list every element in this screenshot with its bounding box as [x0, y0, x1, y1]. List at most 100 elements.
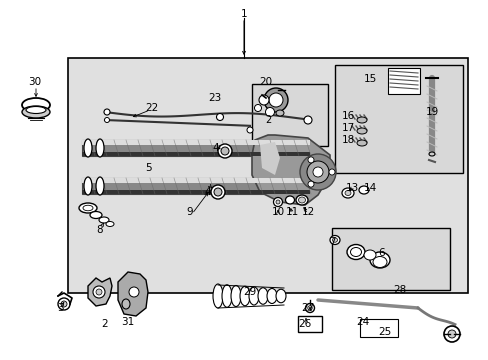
- Text: 26: 26: [298, 319, 311, 329]
- Circle shape: [328, 169, 334, 175]
- Circle shape: [264, 88, 287, 112]
- Ellipse shape: [96, 177, 104, 195]
- Ellipse shape: [99, 217, 109, 223]
- Ellipse shape: [329, 235, 339, 244]
- Ellipse shape: [345, 190, 350, 195]
- Ellipse shape: [372, 256, 386, 267]
- Circle shape: [96, 289, 102, 295]
- Ellipse shape: [230, 285, 241, 306]
- Bar: [82, 152, 309, 156]
- Ellipse shape: [307, 306, 312, 310]
- Text: 30: 30: [28, 77, 41, 87]
- Ellipse shape: [214, 188, 222, 196]
- Ellipse shape: [363, 250, 375, 260]
- Bar: [251, 84, 327, 146]
- Circle shape: [254, 104, 261, 112]
- Ellipse shape: [84, 177, 92, 195]
- Text: 6: 6: [378, 248, 385, 258]
- Ellipse shape: [221, 147, 228, 155]
- Bar: [359, 319, 397, 337]
- Text: 4: 4: [212, 143, 219, 153]
- Text: 15: 15: [363, 74, 376, 84]
- Bar: [331, 228, 449, 290]
- Bar: [82, 178, 309, 183]
- Ellipse shape: [346, 244, 364, 260]
- Ellipse shape: [369, 252, 389, 268]
- Ellipse shape: [222, 285, 231, 307]
- Circle shape: [129, 287, 139, 297]
- Text: 19: 19: [425, 107, 438, 117]
- Bar: [297, 316, 321, 332]
- Text: 8: 8: [97, 225, 103, 235]
- Ellipse shape: [428, 152, 434, 156]
- Circle shape: [61, 301, 67, 307]
- Circle shape: [299, 154, 335, 190]
- Ellipse shape: [258, 288, 267, 304]
- Ellipse shape: [96, 139, 104, 157]
- Text: 25: 25: [378, 327, 391, 337]
- Polygon shape: [118, 272, 148, 316]
- Text: 23: 23: [208, 93, 221, 103]
- Text: 10: 10: [271, 207, 284, 217]
- Ellipse shape: [84, 139, 92, 157]
- Text: 13: 13: [345, 183, 358, 193]
- Ellipse shape: [240, 286, 249, 306]
- Circle shape: [265, 108, 274, 117]
- Ellipse shape: [22, 106, 50, 118]
- Circle shape: [259, 95, 268, 105]
- Ellipse shape: [275, 110, 284, 116]
- Ellipse shape: [358, 186, 368, 194]
- Circle shape: [104, 117, 109, 122]
- Ellipse shape: [213, 284, 223, 308]
- Text: 27: 27: [301, 303, 314, 313]
- Text: 11: 11: [285, 207, 298, 217]
- Ellipse shape: [356, 117, 366, 123]
- Text: 17: 17: [341, 123, 354, 133]
- Text: 18: 18: [341, 135, 354, 145]
- Text: 12: 12: [301, 207, 314, 217]
- Ellipse shape: [356, 128, 366, 134]
- Bar: [68, 58, 467, 293]
- Text: 3: 3: [57, 303, 63, 313]
- Ellipse shape: [83, 205, 93, 211]
- Circle shape: [307, 181, 313, 187]
- Text: 5: 5: [144, 163, 151, 173]
- Ellipse shape: [275, 289, 285, 303]
- Bar: [82, 140, 309, 156]
- Text: 20: 20: [259, 77, 272, 87]
- Circle shape: [312, 167, 323, 177]
- Text: 16: 16: [341, 111, 354, 121]
- Ellipse shape: [350, 248, 361, 257]
- Bar: [82, 190, 309, 194]
- Circle shape: [216, 113, 223, 121]
- Bar: [82, 140, 309, 145]
- Circle shape: [443, 326, 459, 342]
- Ellipse shape: [218, 144, 231, 158]
- Ellipse shape: [210, 185, 224, 199]
- Text: 2: 2: [264, 115, 270, 125]
- Ellipse shape: [26, 107, 46, 113]
- Bar: [82, 178, 309, 194]
- Polygon shape: [251, 135, 329, 205]
- Circle shape: [447, 330, 455, 338]
- Circle shape: [93, 286, 105, 298]
- Ellipse shape: [332, 238, 337, 242]
- Circle shape: [246, 127, 252, 133]
- Text: 7: 7: [328, 237, 335, 247]
- Ellipse shape: [106, 221, 114, 226]
- Ellipse shape: [356, 140, 366, 146]
- Text: 9: 9: [186, 207, 193, 217]
- Ellipse shape: [298, 197, 305, 203]
- Ellipse shape: [285, 196, 294, 204]
- Text: 2: 2: [102, 319, 108, 329]
- Text: 29: 29: [243, 287, 256, 297]
- Ellipse shape: [273, 198, 282, 207]
- Ellipse shape: [22, 98, 50, 112]
- Text: 1: 1: [240, 9, 247, 19]
- Text: 14: 14: [363, 183, 376, 193]
- Ellipse shape: [305, 303, 314, 312]
- Ellipse shape: [90, 212, 102, 219]
- Ellipse shape: [275, 200, 280, 204]
- Ellipse shape: [248, 287, 259, 305]
- Ellipse shape: [122, 299, 130, 309]
